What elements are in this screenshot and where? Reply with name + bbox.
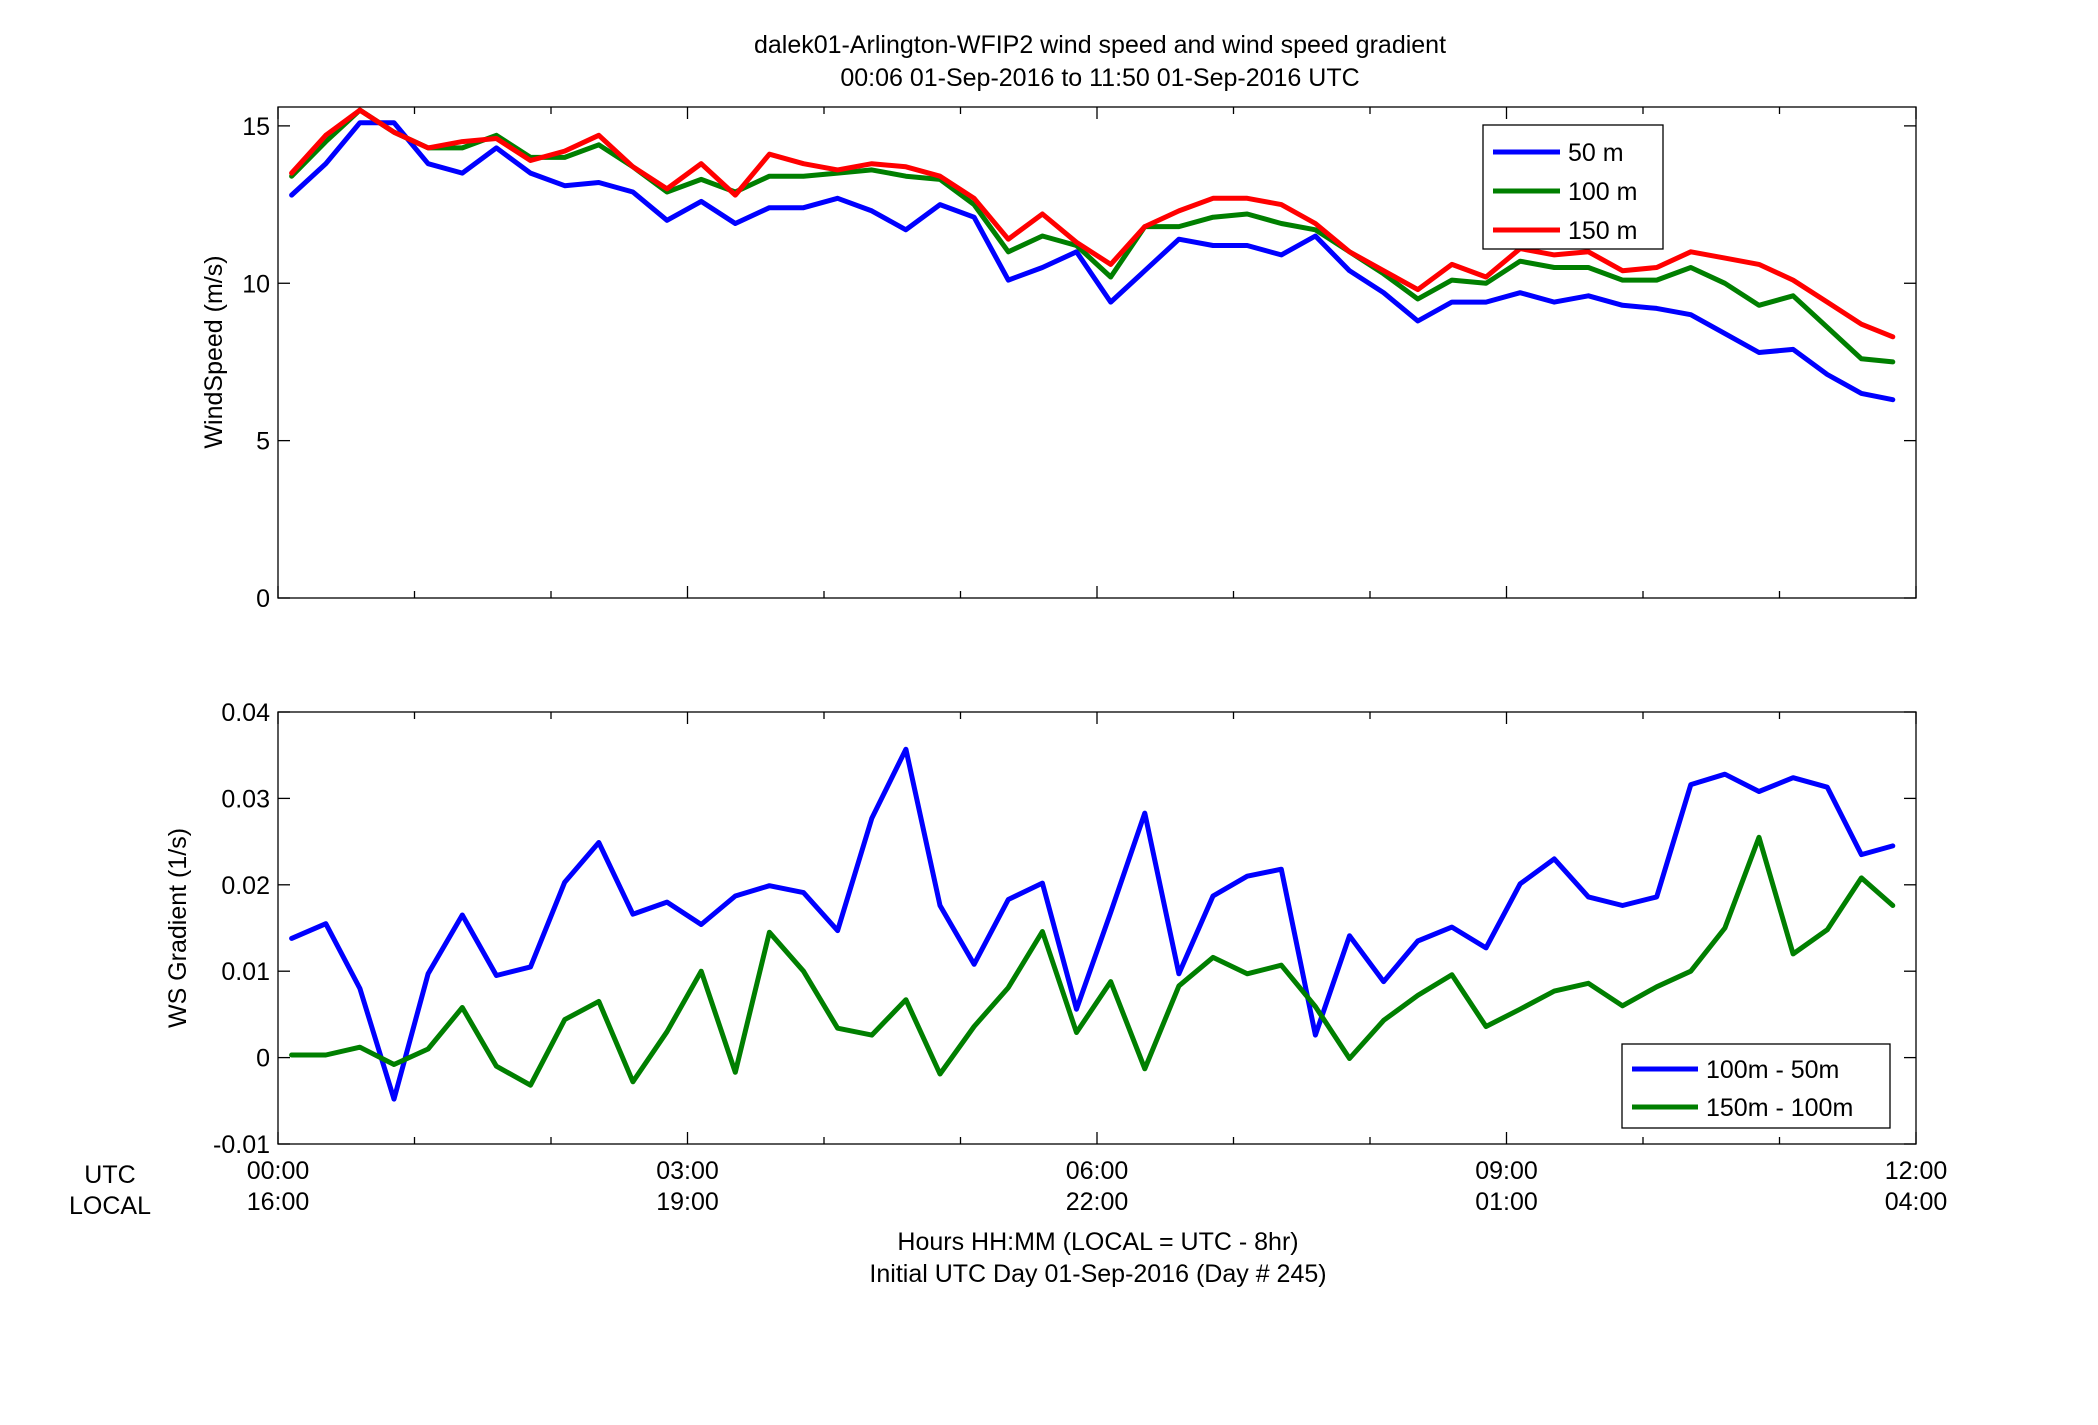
legend-label-150m: 150 m — [1568, 217, 1637, 245]
gradient-ticks: -0.01 0 0.01 0.02 0.03 0.04 — [213, 699, 1917, 1159]
gradient-ytick-label: 0.04 — [221, 699, 270, 727]
utc-tick-label: 09:00 — [1475, 1157, 1538, 1185]
windspeed-ylabel: WindSpeed (m/s) — [200, 255, 228, 448]
windspeed-axes: 0 5 10 15 WindSpeed (m/s) 50 m 100 m 150 m — [200, 106, 1917, 613]
utc-tick-label: 06:00 — [1066, 1157, 1129, 1185]
windspeed-ytick-label: 5 — [256, 428, 270, 456]
gradient-series-line-0 — [289, 746, 1896, 1102]
time-tick-labels: 00:00 16:00 03:00 19:00 06:00 22:00 09:00 01:00… — [247, 1157, 1948, 1216]
gradient-axes: -0.01 0 0.01 0.02 0.03 0.04 WS Gradient (1/s)… — [164, 699, 1917, 1159]
windspeed-plot-area — [277, 106, 1917, 599]
legend-label-100m: 100 m — [1568, 178, 1637, 206]
local-row-label: LOCAL — [69, 1192, 151, 1220]
local-tick-label: 22:00 — [1066, 1188, 1129, 1216]
windspeed-ticks: 0 5 10 15 — [242, 107, 1917, 613]
gradient-legend-box — [1621, 1043, 1891, 1129]
legend-label-150m-100m: 150m - 100m — [1706, 1094, 1853, 1122]
utc-tick-label: 00:00 — [247, 1157, 310, 1185]
utc-tick-label: 03:00 — [656, 1157, 719, 1185]
utc-row-label: UTC — [84, 1161, 135, 1189]
windspeed-ytick-label: 15 — [242, 113, 270, 141]
windspeed-series-line-1 — [289, 107, 1896, 365]
gradient-legend: 100m - 50m 150m - 100m — [1621, 1043, 1891, 1129]
gradient-ylabel: WS Gradient (1/s) — [164, 828, 192, 1028]
gradient-series-line-1 — [289, 834, 1896, 1088]
local-tick-label: 01:00 — [1475, 1188, 1538, 1216]
legend-label-100m-50m: 100m - 50m — [1706, 1056, 1839, 1084]
local-tick-label: 16:00 — [247, 1188, 310, 1216]
gradient-ytick-label: 0.01 — [221, 958, 270, 986]
legend-label-50m: 50 m — [1568, 139, 1624, 167]
windspeed-series — [289, 107, 1896, 403]
utc-tick-label: 12:00 — [1885, 1157, 1948, 1185]
gradient-ytick-label: 0.02 — [221, 872, 270, 900]
windspeed-ytick-label: 0 — [256, 585, 270, 613]
gradient-ytick-label: 0.03 — [221, 785, 270, 813]
windspeed-ytick-label: 10 — [242, 270, 270, 298]
windspeed-series-line-2 — [289, 107, 1896, 340]
xlabel-line2: Initial UTC Day 01-Sep-2016 (Day # 245) — [869, 1260, 1326, 1288]
gradient-series — [289, 746, 1896, 1102]
gradient-ytick-label: -0.01 — [213, 1131, 270, 1159]
gradient-ytick-label: 0 — [256, 1045, 270, 1073]
figure-title-line2: 00:06 01-Sep-2016 to 11:50 01-Sep-2016 U… — [840, 64, 1359, 92]
windspeed-series-line-0 — [289, 120, 1896, 403]
windspeed-legend: 50 m 100 m 150 m — [1482, 124, 1664, 250]
local-tick-label: 04:00 — [1885, 1188, 1948, 1216]
figure-title-line1: dalek01-Arlington-WFIP2 wind speed and w… — [754, 31, 1446, 59]
local-tick-label: 19:00 — [656, 1188, 719, 1216]
xlabel-line1: Hours HH:MM (LOCAL = UTC - 8hr) — [897, 1228, 1298, 1256]
